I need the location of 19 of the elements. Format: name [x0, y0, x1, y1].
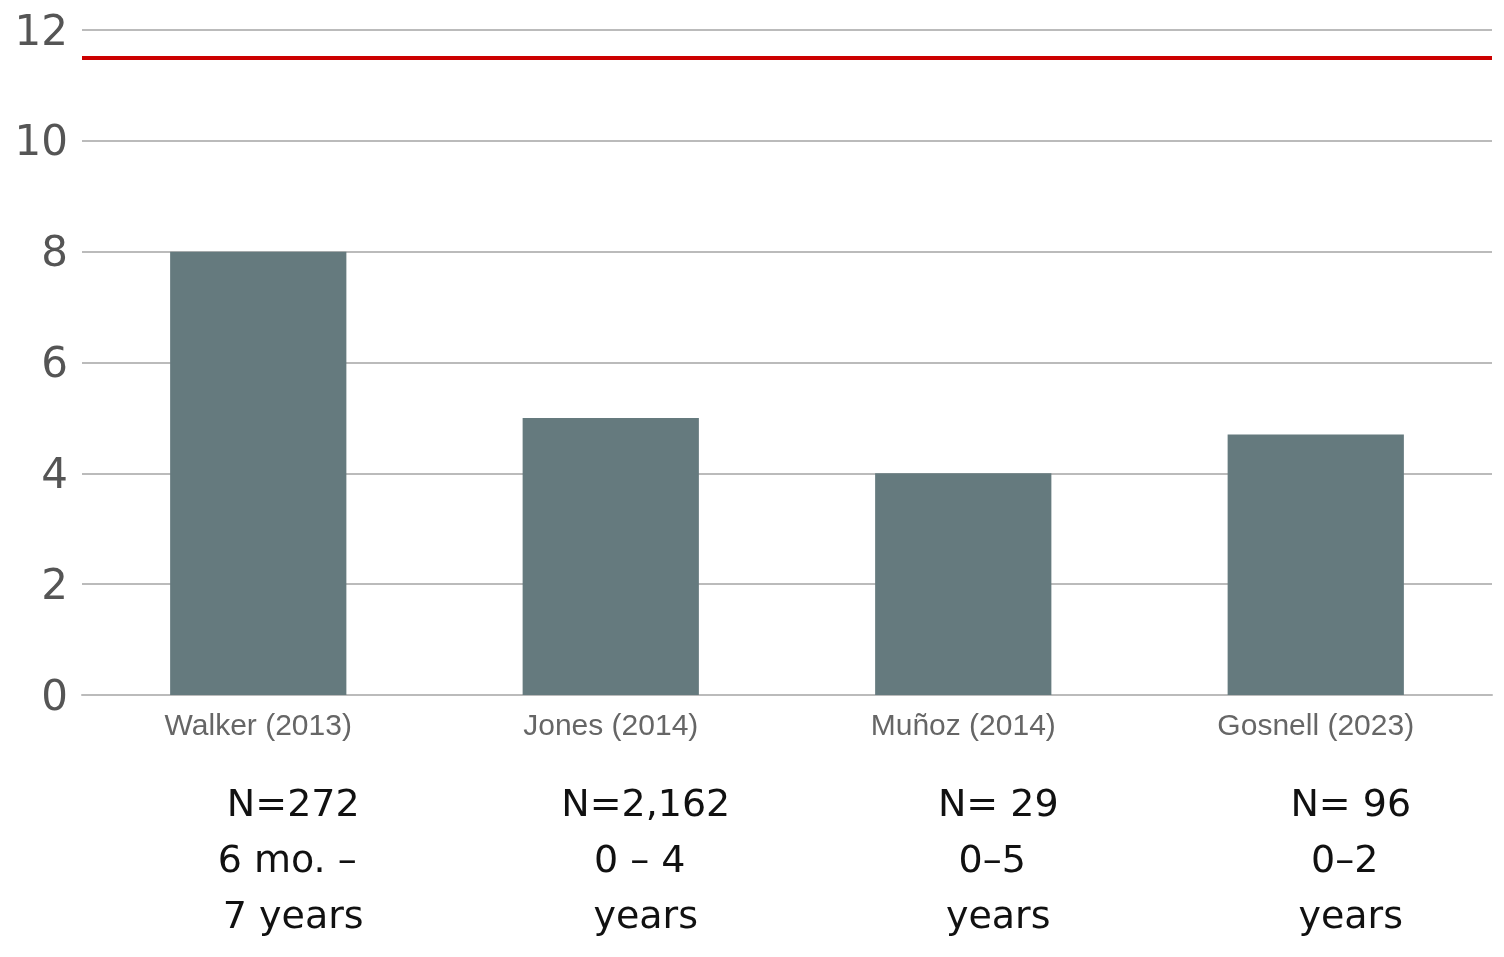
x-tick-label: Muñoz (2014) [870, 707, 1056, 741]
y-tick-label: 4 [41, 448, 68, 498]
y-tick-label: 8 [41, 227, 68, 277]
bar [1227, 434, 1404, 695]
y-tick-label: 10 [14, 116, 68, 166]
text: N=2,162 0 – 4 years [561, 781, 731, 937]
bar [170, 251, 347, 695]
x-tick-label: Gosnell (2023) [1217, 707, 1415, 741]
y-tick-label: 6 [41, 338, 68, 387]
bar [522, 417, 699, 695]
y-tick-label: 12 [14, 5, 68, 55]
text: N= 29 0–5 years [937, 781, 1059, 937]
y-tick-label: 0 [41, 670, 68, 720]
x-tick-label: Jones (2014) [523, 707, 699, 741]
bar [875, 473, 1052, 695]
text: N= 96 0–2 years [1290, 781, 1412, 937]
text: N=272 6 mo. – 7 years [217, 781, 369, 937]
x-tick-label: Walker (2013) [164, 707, 352, 741]
y-tick-label: 2 [41, 559, 68, 609]
